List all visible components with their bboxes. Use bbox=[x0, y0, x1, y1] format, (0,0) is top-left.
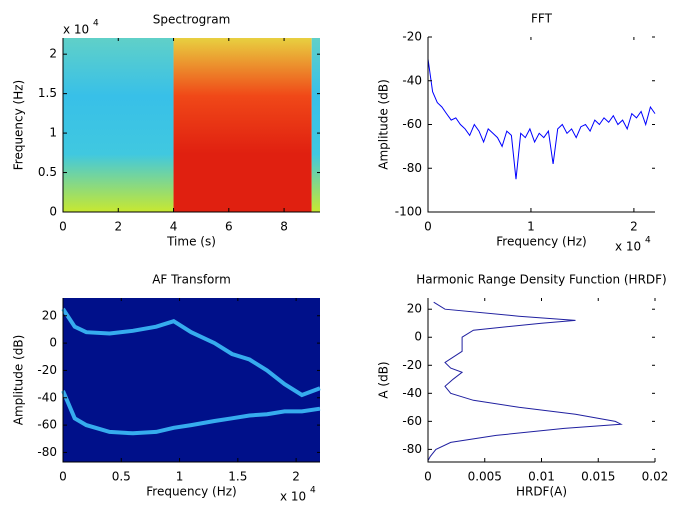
axis-exponent: x 10 bbox=[280, 490, 306, 504]
y-tick-label: -80 bbox=[37, 445, 57, 459]
chart-title: FFT bbox=[531, 12, 553, 26]
x-tick-label: 1 bbox=[176, 470, 184, 484]
x-tick-label: 1.5 bbox=[228, 470, 247, 484]
x-tick-label: 0.01 bbox=[528, 470, 555, 484]
y-tick-label: 0.5 bbox=[38, 165, 57, 179]
data-line bbox=[427, 301, 623, 461]
chart-title: Harmonic Range Density Function (HRDF) bbox=[416, 273, 667, 287]
x-tick-label: 0.02 bbox=[642, 470, 669, 484]
axis-lines bbox=[427, 298, 655, 463]
x-tick-label: 2 bbox=[630, 220, 638, 234]
y-tick-label: -60 bbox=[402, 117, 422, 131]
x-tick-label: 6 bbox=[225, 220, 233, 234]
y-tick-label: 0 bbox=[414, 330, 422, 344]
y-tick-label: 0 bbox=[49, 336, 57, 350]
y-tick-label: -40 bbox=[402, 73, 422, 87]
spectrogram-region bbox=[311, 38, 320, 212]
y-tick-label: -80 bbox=[402, 161, 422, 175]
spectrogram-region bbox=[173, 38, 312, 212]
axis-lines bbox=[427, 37, 655, 213]
x-tick-label: 0 bbox=[424, 220, 432, 234]
x-axis-label: Frequency (Hz) bbox=[496, 235, 587, 249]
x-tick-label: 4 bbox=[170, 220, 178, 234]
y-tick-label: 1 bbox=[49, 126, 57, 140]
y-tick-label: 20 bbox=[407, 302, 422, 316]
x-tick-label: 0.005 bbox=[468, 470, 502, 484]
data-line bbox=[427, 58, 656, 180]
y-tick-label: -100 bbox=[395, 205, 422, 219]
axis-exponent-power: 4 bbox=[645, 236, 651, 246]
axis-exponent: x 10 bbox=[63, 23, 89, 37]
chart-title: Spectrogram bbox=[153, 13, 231, 27]
y-tick-label: -40 bbox=[37, 390, 57, 404]
data-line bbox=[61, 390, 321, 436]
axis-exponent-power: 4 bbox=[310, 486, 316, 496]
x-tick-label: 0.015 bbox=[581, 470, 615, 484]
x-tick-label: 1 bbox=[527, 220, 535, 234]
y-axis-label: A (dB) bbox=[377, 361, 391, 398]
y-tick-label: -60 bbox=[37, 418, 57, 432]
y-tick-label: 2 bbox=[49, 47, 57, 61]
x-axis-label: Frequency (Hz) bbox=[146, 485, 237, 499]
x-tick-label: 2 bbox=[292, 470, 300, 484]
y-tick-label: 0 bbox=[49, 205, 57, 219]
x-tick-label: 2 bbox=[114, 220, 122, 234]
axis-exponent: x 10 bbox=[615, 240, 641, 254]
data-line bbox=[61, 307, 321, 398]
x-tick-label: 0 bbox=[424, 470, 432, 484]
y-axis-label: Amplitude (dB) bbox=[12, 335, 26, 426]
y-tick-label: -20 bbox=[37, 363, 57, 377]
y-tick-label: -20 bbox=[402, 358, 422, 372]
y-tick-label: -20 bbox=[402, 30, 422, 44]
x-axis-label: HRDF(A) bbox=[516, 485, 567, 499]
chart-title: AF Transform bbox=[152, 273, 231, 287]
x-tick-label: 8 bbox=[280, 220, 288, 234]
x-tick-label: 0 bbox=[59, 220, 67, 234]
y-tick-label: 20 bbox=[42, 308, 57, 322]
y-tick-label: -60 bbox=[402, 414, 422, 428]
axis-exponent-power: 4 bbox=[93, 19, 99, 29]
x-tick-label: 0 bbox=[59, 470, 67, 484]
spectrogram-region bbox=[63, 38, 174, 212]
x-axis-label: Time (s) bbox=[166, 235, 216, 249]
x-tick-label: 0.5 bbox=[112, 470, 131, 484]
y-tick-label: -40 bbox=[402, 386, 422, 400]
y-tick-label: -80 bbox=[402, 442, 422, 456]
y-tick-label: 1.5 bbox=[38, 86, 57, 100]
y-axis-label: Frequency (Hz) bbox=[12, 80, 26, 171]
y-axis-label: Amplitude (dB) bbox=[377, 79, 391, 170]
